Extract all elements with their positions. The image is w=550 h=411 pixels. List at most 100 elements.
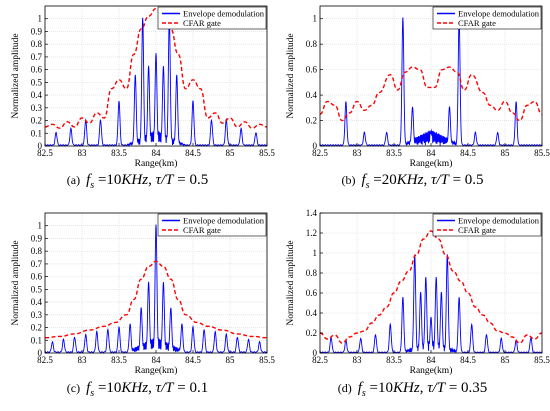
y-tick-label: 0.9 [31,26,43,36]
legend-label-cfar: CFAR gate [183,18,221,28]
caption-eq-tau: τ/T [427,380,446,396]
x-tick-label: 83.5 [386,148,402,158]
y-tick-label: 0.6 [31,272,43,282]
y-tick-label: 0.5 [31,284,43,294]
chart-panel-b: 82.5 83 83.5 84 84.5 85 85.5 0 0.2 0.4 0.6 0.8 1 Rang… [275,0,550,169]
legend-label-cfar: CFAR gate [458,18,496,28]
x-axis-label: Range(km) [135,158,178,169]
x-tick-label: 85 [501,355,511,365]
y-tick-label: 0.7 [31,52,43,62]
y-tick-label: 0.5 [31,77,43,87]
x-tick-label: 85 [226,355,236,365]
y-tick-label: 0 [38,348,43,358]
caption-c: (c) fs =10KHz, τ/T = 0.1 [0,380,275,399]
chart-panel-d: 82.5 83 83.5 84 84.5 85 85.5 0 0.2 0.4 0.6 0.8 1 1.2 1… [275,207,550,376]
x-tick-label: 85.5 [534,148,550,158]
x-tick-label: 85.5 [534,355,550,365]
caption-d: (d) fs =10KHz, τ/T = 0.35 [275,380,550,399]
series-cfar [319,230,543,344]
y-tick-label: 0.6 [306,288,318,298]
caption-eq-sub: s [90,180,95,191]
y-tick-label: 0.1 [31,128,42,138]
caption-c-tag: (c) [66,381,81,395]
x-tick-label: 85.5 [259,148,275,158]
caption-eq-tau: τ/T [430,172,449,188]
x-tick-label: 83 [353,148,363,158]
y-tick-label: 0.4 [31,297,43,307]
x-tick-label: 84 [427,355,437,365]
legend-label-envelope: Envelope demodulation [458,9,540,19]
x-tick-label: 84.5 [185,355,201,365]
x-axis-label: Range(km) [410,365,453,376]
caption-eq-f: f [361,172,366,188]
y-tick-label: 0.7 [31,259,43,269]
y-tick-label: 0.8 [306,268,318,278]
x-tick-label: 83.5 [111,148,127,158]
caption-d-eq: fs =10KHz, τ/T = 0.35 [357,380,488,399]
series-cfar [44,7,268,129]
x-tick-label: 82.5 [312,355,328,365]
y-tick-label: 1 [38,14,43,24]
caption-eq-unit: KHz [121,172,149,188]
caption-eq-f: f [86,380,91,396]
y-tick-label: 0.2 [31,323,42,333]
y-tick-label: 0.4 [306,90,318,100]
caption-eq-f: f [86,172,91,188]
x-tick-label: 84.5 [460,148,476,158]
chart-b-svg: 82.5 83 83.5 84 84.5 85 85.5 0 0.2 0.4 0.6 0.8 1 Rang… [286,5,550,169]
caption-eq-value: = 0.35 [445,380,488,396]
x-tick-label: 82.5 [37,355,53,365]
x-tick-label: 85.5 [259,355,275,365]
y-tick-label: 1 [313,14,318,24]
caption-eq-unit: KHz [121,380,149,396]
caption-eq-tau: τ/T [155,380,174,396]
series-cfar [44,260,268,339]
y-tick-label: 0 [38,141,43,151]
caption-b-eq: fs =20KHz, τ/T = 0.5 [361,172,484,191]
chart-a-svg: 82.5 83 83.5 84 84.5 85 85.5 0 0.1 0.2 0.3 0.4 0.5 0.… [11,5,275,169]
caption-eq-value: = 0.1 [173,380,209,396]
caption-eq-tau: τ/T [155,172,174,188]
caption-eq-rest: =20 [369,172,397,188]
x-tick-label: 85 [501,148,511,158]
x-tick-label: 84.5 [460,355,476,365]
chart-panel-c: 82.5 83 83.5 84 84.5 85 85.5 0 0.1 0.2 0.3 0.4 0.5 0.… [0,207,275,376]
y-tick-label: 0.4 [306,308,318,318]
caption-eq-sub: s [90,388,95,399]
y-tick-label: 0.2 [31,116,42,126]
y-tick-label: 0 [313,348,318,358]
y-tick-label: 0.3 [31,310,43,320]
caption-eq-rest: =10 [94,172,122,188]
y-axis-label: Normalized amplitude [286,240,296,325]
y-tick-label: 0.8 [306,39,318,49]
y-tick-label: 0.9 [31,233,43,243]
legend-box [432,6,542,30]
x-tick-label: 83.5 [111,355,127,365]
x-tick-label: 82.5 [312,148,328,158]
y-tick-label: 1.2 [306,228,317,238]
caption-d-tag: (d) [337,381,352,395]
legend-label-envelope: Envelope demodulation [183,9,265,19]
caption-a: (a) fs =10KHz, τ/T = 0.5 [0,172,275,191]
x-axis-label: Range(km) [135,365,178,376]
x-tick-label: 83 [78,355,88,365]
caption-c-eq: fs =10KHz, τ/T = 0.1 [86,380,209,399]
x-tick-label: 83 [78,148,88,158]
legend-box [157,213,267,237]
legend-box [432,213,542,237]
caption-eq-value: = 0.5 [448,172,484,188]
caption-a-eq: fs =10KHz, τ/T = 0.5 [86,172,209,191]
caption-eq-sub: s [365,180,370,191]
y-axis-label: Normalized amplitude [11,33,21,118]
caption-b-tag: (b) [341,173,356,187]
caption-eq-value: = 0.5 [173,172,209,188]
y-axis-label: Normalized amplitude [11,240,21,325]
y-tick-label: 0.8 [31,246,43,256]
x-tick-label: 84 [152,355,162,365]
y-tick-label: 0.6 [31,65,43,75]
caption-eq-f: f [357,380,362,396]
y-tick-label: 0.8 [31,39,43,49]
caption-b: (b) fs =20KHz, τ/T = 0.5 [275,172,550,191]
